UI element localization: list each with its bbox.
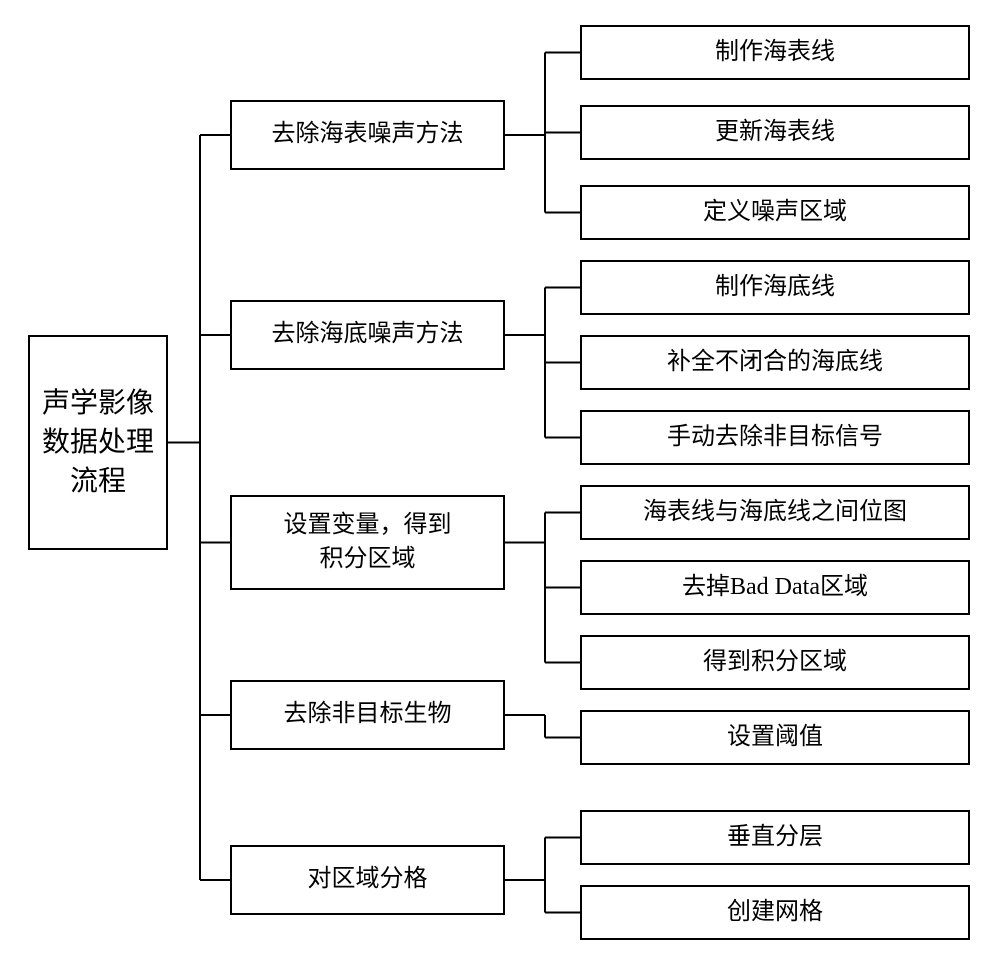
level3-node: 制作海表线 [580, 25, 970, 80]
level3-node: 得到积分区域 [580, 635, 970, 690]
level3-node: 创建网格 [580, 885, 970, 940]
level2-node: 对区域分格 [230, 845, 505, 915]
level2-node: 去除海表噪声方法 [230, 100, 505, 170]
level3-node: 去掉Bad Data区域 [580, 560, 970, 615]
level3-node: 更新海表线 [580, 105, 970, 160]
level3-node: 垂直分层 [580, 810, 970, 865]
level3-node: 定义噪声区域 [580, 185, 970, 240]
level3-node: 补全不闭合的海底线 [580, 335, 970, 390]
level2-node: 设置变量，得到 积分区域 [230, 495, 505, 590]
level2-node: 去除海底噪声方法 [230, 300, 505, 370]
level3-node: 手动去除非目标信号 [580, 410, 970, 465]
level2-node: 去除非目标生物 [230, 680, 505, 750]
level3-node: 设置阈值 [580, 710, 970, 765]
level3-node: 制作海底线 [580, 260, 970, 315]
root-node: 声学影像 数据处理 流程 [28, 335, 168, 550]
level3-node: 海表线与海底线之间位图 [580, 485, 970, 540]
